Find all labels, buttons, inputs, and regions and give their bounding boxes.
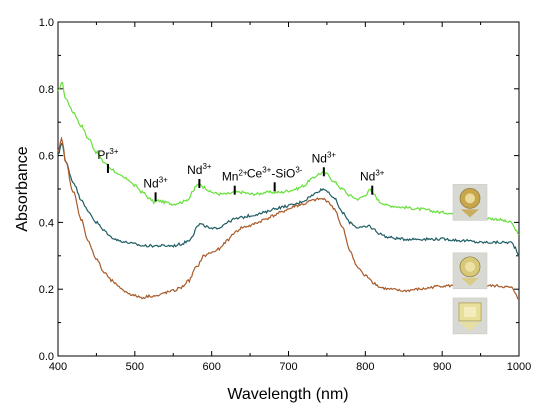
y-tick-label-4: 0.8 <box>39 84 54 96</box>
annotation-label-6: Nd3+ <box>312 150 337 165</box>
y-tick-label-1: 0.2 <box>39 284 54 296</box>
plot-area: 400 500 600 700 800 900 1000 0.0 0.2 0.4 0.6 0.8 1.0… <box>39 17 532 373</box>
y-tick-label-3: 0.6 <box>39 151 54 163</box>
x-axis-title: Wavelength (nm) <box>227 386 348 403</box>
gem-photo-2-table <box>465 261 475 272</box>
annotation-label-3: Nd3+ <box>187 162 212 177</box>
annotation-label-2: Nd3+ <box>143 175 168 190</box>
y-tick-label-2: 0.4 <box>39 217 54 229</box>
y-tick-label-5: 1.0 <box>39 17 54 29</box>
gem-photo-3-table <box>464 306 476 317</box>
gem-photo-1-table <box>465 193 475 204</box>
x-tick-label-800: 800 <box>356 361 374 373</box>
x-tick-label-700: 700 <box>279 361 297 373</box>
series-line-1 <box>57 82 520 236</box>
annotation-label-7: Nd3+ <box>360 169 385 184</box>
annotation-label-4: Mn2+ <box>222 169 248 184</box>
x-tick-label-600: 600 <box>202 361 220 373</box>
plot-frame <box>57 21 520 357</box>
x-tick-label-400: 400 <box>49 361 67 373</box>
gem-photo-2-pavilion <box>461 277 479 286</box>
y-axis-title-group: Absorbance <box>14 146 31 231</box>
series-line-3 <box>57 136 520 300</box>
gem-photo-3-pavilion <box>459 321 481 331</box>
gem-photo-1-pavilion <box>461 209 479 218</box>
y-tick-label-0: 0.0 <box>39 351 54 363</box>
series-line-2 <box>57 142 520 257</box>
x-tick-label-500: 500 <box>126 361 144 373</box>
annotation-label-5: Ce3+-SiO3- <box>247 165 303 180</box>
annotation-label-1: Pr3+ <box>97 147 118 162</box>
x-tick-label-900: 900 <box>433 361 451 373</box>
x-tick-label-1000: 1000 <box>507 361 531 373</box>
y-axis-title: Absorbance <box>14 146 31 231</box>
